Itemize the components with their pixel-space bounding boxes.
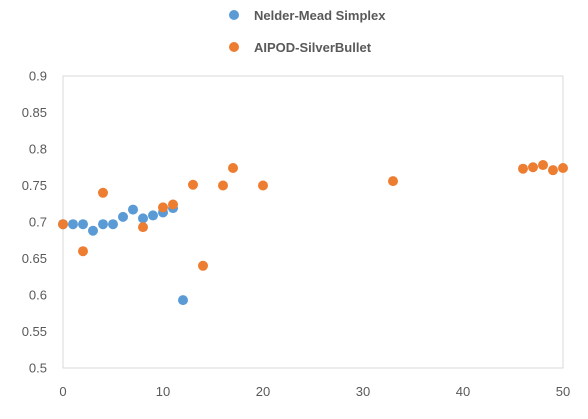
y-tick-label: 0.55 [22,324,47,339]
x-tick-label: 20 [256,384,270,399]
x-axis-ticks: 0 10 20 30 40 50 [59,384,570,399]
series-nelder-mead [58,203,188,306]
data-point-nelder-mead [138,213,148,224]
data-point-nelder-mead [88,225,98,236]
x-tick-label: 30 [356,384,370,399]
y-tick-label: 0.5 [29,361,47,376]
legend-item-aipod-silverbullet: AIPOD-SilverBullet [229,40,372,55]
data-point-aipod-silverbullet [228,162,238,173]
data-point-nelder-mead [148,210,158,221]
legend: Nelder-Mead Simplex AIPOD-SilverBullet [229,8,386,55]
x-tick-label: 10 [156,384,170,399]
data-point-nelder-mead [68,219,78,230]
series-aipod-silverbullet [58,160,568,271]
data-point-nelder-mead [108,219,118,230]
y-tick-label: 0.8 [29,142,47,157]
legend-label-aipod-silverbullet: AIPOD-SilverBullet [254,40,372,55]
y-tick-label: 0.6 [29,288,47,303]
y-axis-ticks: 0.5 0.55 0.6 0.65 0.7 0.75 0.8 0.85 0.9 [22,69,47,376]
data-point-nelder-mead [98,219,108,230]
data-point-nelder-mead [178,295,188,306]
data-point-aipod-silverbullet [158,202,168,213]
data-point-aipod-silverbullet [538,160,548,171]
y-tick-label: 0.85 [22,105,47,120]
legend-item-nelder-mead: Nelder-Mead Simplex [229,8,386,23]
data-point-aipod-silverbullet [198,260,208,271]
y-tick-label: 0.75 [22,178,47,193]
y-tick-label: 0.7 [29,215,47,230]
y-tick-label: 0.65 [22,251,47,266]
x-tick-label: 40 [456,384,470,399]
legend-marker-nelder-mead [229,10,239,20]
data-point-aipod-silverbullet [168,199,178,210]
y-tick-label: 0.9 [29,69,47,84]
x-tick-label: 0 [59,384,66,399]
data-point-aipod-silverbullet [138,222,148,233]
data-point-aipod-silverbullet [388,176,398,187]
data-point-aipod-silverbullet [558,162,568,173]
data-point-nelder-mead [128,204,138,215]
data-point-aipod-silverbullet [58,219,68,230]
data-point-aipod-silverbullet [98,187,108,198]
data-points [58,160,568,306]
data-point-aipod-silverbullet [548,165,558,176]
x-tick-label: 50 [556,384,570,399]
data-point-nelder-mead [78,219,88,230]
data-point-aipod-silverbullet [218,180,228,191]
legend-label-nelder-mead: Nelder-Mead Simplex [254,8,386,23]
plot-area-border [62,75,564,369]
data-point-aipod-silverbullet [518,163,528,174]
data-point-aipod-silverbullet [258,180,268,191]
data-point-nelder-mead [118,211,128,222]
data-point-aipod-silverbullet [528,162,538,173]
data-point-aipod-silverbullet [188,179,198,190]
data-point-aipod-silverbullet [78,246,88,257]
legend-marker-aipod-silverbullet [229,42,239,52]
